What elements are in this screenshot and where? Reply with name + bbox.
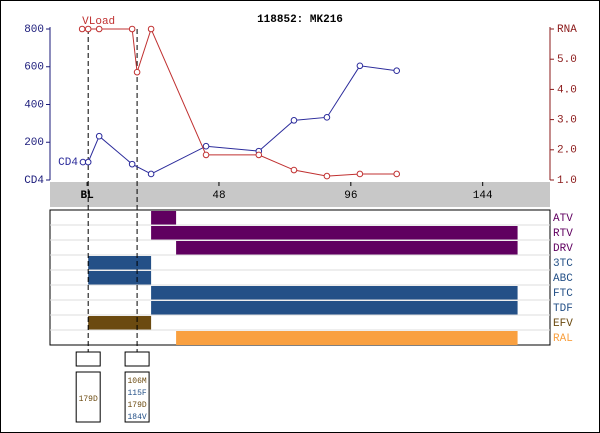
genotype-box — [124, 371, 150, 423]
point — [323, 114, 331, 121]
regimen-label: TDF — [553, 303, 573, 315]
x-tick-label: 144 — [473, 190, 493, 202]
point — [95, 25, 103, 33]
regimen-bar — [151, 286, 518, 300]
y2-tick-label: 3.0 — [557, 115, 577, 127]
point — [128, 25, 136, 33]
y2-tick-label: 5.0 — [557, 54, 577, 66]
regimen-bar — [151, 211, 177, 225]
regimen-label: FTC — [553, 288, 573, 300]
regimen-bar — [151, 301, 518, 315]
regimen-label: 3TC — [553, 258, 573, 270]
x-tick-label: BL — [80, 190, 94, 202]
point — [147, 170, 155, 178]
point — [393, 170, 401, 178]
point — [202, 142, 210, 150]
regimen-bar — [88, 256, 152, 270]
regimen-label: EFV — [553, 318, 573, 330]
x-axis-band — [50, 182, 550, 207]
regimen-label: RTV — [553, 228, 573, 240]
x-tick-label: 96 — [344, 190, 357, 202]
point — [133, 68, 141, 76]
regimen-bar — [88, 271, 152, 285]
y-tick-label: 600 — [24, 62, 44, 74]
genotype-tab — [124, 351, 150, 367]
point — [95, 132, 103, 140]
y-tick-label: 800 — [24, 24, 44, 36]
y2-tick-label: 1.0 — [557, 175, 577, 187]
regimen-bar — [176, 331, 518, 345]
genotype-box — [75, 371, 101, 423]
y-tick-label: CD4 — [24, 175, 44, 187]
point — [323, 172, 331, 180]
point — [147, 25, 155, 33]
y2-tick-label: 2.0 — [557, 145, 577, 157]
point — [290, 117, 298, 124]
mutation-label: 179D — [79, 395, 98, 404]
point — [128, 160, 136, 168]
point — [202, 151, 210, 159]
regimen-bar — [176, 241, 518, 255]
y2-tick-label: 4.0 — [557, 84, 577, 96]
y-tick-label: 200 — [24, 137, 44, 149]
mutation-label: 106M — [127, 377, 146, 386]
y2-tick-label: RNA — [557, 24, 577, 36]
regimen-bar — [151, 226, 518, 240]
series-name: CD4 — [58, 157, 78, 169]
point — [84, 158, 92, 166]
mutation-label: 179D — [127, 401, 146, 410]
mutation-label: 184V — [127, 413, 146, 422]
series-name: VLoad — [82, 16, 115, 28]
point — [290, 166, 298, 174]
regimen-label: ABC — [553, 273, 573, 285]
regimen-label: ATV — [553, 213, 573, 225]
genotype-tab — [75, 351, 101, 367]
mutation-label: 115F — [127, 389, 146, 398]
point — [356, 62, 364, 70]
regimen-label: DRV — [553, 243, 573, 255]
regimen-bar — [88, 316, 152, 330]
point — [356, 170, 364, 178]
regimen-label: RAL — [553, 333, 573, 345]
point — [84, 25, 92, 33]
point — [255, 151, 263, 159]
chart-title: 118852: MK216 — [257, 14, 343, 26]
y-tick-label: 400 — [24, 99, 44, 111]
point — [393, 67, 401, 75]
x-tick-label: 48 — [212, 190, 225, 202]
